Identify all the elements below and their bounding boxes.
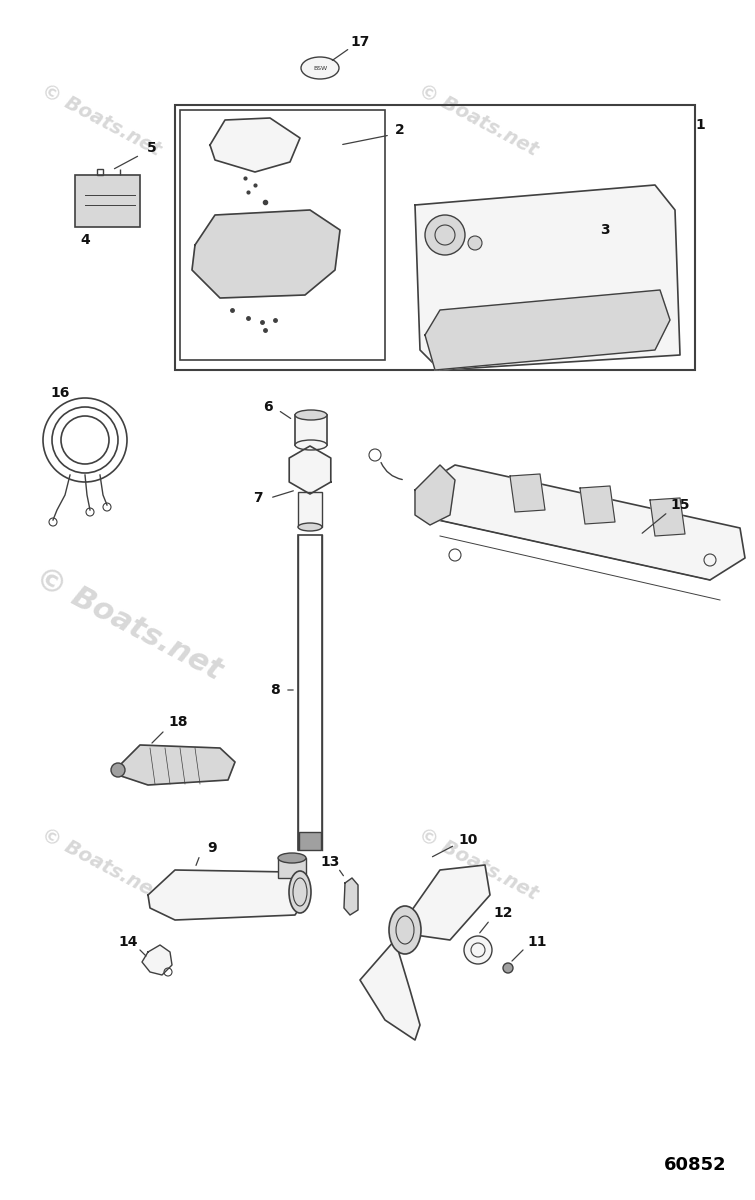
Text: 17: 17 (350, 35, 370, 49)
Polygon shape (192, 210, 340, 298)
Polygon shape (425, 290, 670, 370)
Text: 10: 10 (458, 833, 478, 847)
Polygon shape (405, 865, 490, 940)
Text: 12: 12 (493, 906, 513, 920)
Ellipse shape (301, 56, 339, 79)
Ellipse shape (289, 871, 311, 913)
Text: 15: 15 (670, 498, 690, 512)
Text: © Boats.net: © Boats.net (415, 80, 541, 160)
Polygon shape (510, 474, 545, 512)
Circle shape (503, 962, 513, 973)
Text: 14: 14 (119, 935, 137, 949)
Text: © Boats.net: © Boats.net (415, 824, 541, 904)
Polygon shape (344, 878, 358, 914)
Text: 3: 3 (600, 223, 610, 236)
Text: 7: 7 (253, 491, 263, 505)
Text: 13: 13 (320, 854, 340, 869)
Text: 16: 16 (51, 386, 69, 400)
Polygon shape (118, 745, 235, 785)
Ellipse shape (295, 440, 327, 450)
Ellipse shape (298, 523, 322, 530)
Polygon shape (289, 446, 331, 494)
Bar (299, 832, 321, 850)
Polygon shape (580, 486, 615, 524)
Text: © Boats.net: © Boats.net (38, 824, 164, 904)
Bar (180, 110, 385, 360)
Bar (298, 535, 322, 850)
Text: BSW: BSW (313, 66, 327, 71)
Text: 11: 11 (527, 935, 547, 949)
Text: 4: 4 (80, 233, 90, 247)
Circle shape (464, 936, 492, 964)
Polygon shape (148, 870, 310, 920)
Text: 5: 5 (147, 140, 157, 155)
Polygon shape (415, 185, 680, 370)
Polygon shape (415, 464, 455, 526)
Text: © Boats.net: © Boats.net (38, 80, 164, 160)
Polygon shape (650, 498, 685, 536)
Polygon shape (210, 118, 300, 172)
Text: 60852: 60852 (664, 1156, 726, 1174)
Polygon shape (415, 464, 745, 580)
Text: 8: 8 (270, 683, 280, 697)
Bar (295, 415, 327, 445)
Bar (298, 492, 322, 527)
Text: 6: 6 (263, 400, 273, 414)
Circle shape (425, 215, 465, 254)
Text: 1: 1 (695, 118, 705, 132)
Text: 18: 18 (168, 715, 188, 728)
Polygon shape (142, 946, 172, 974)
Bar (75, 175, 140, 227)
Text: 2: 2 (395, 122, 405, 137)
Circle shape (468, 236, 482, 250)
Ellipse shape (389, 906, 421, 954)
Bar (278, 858, 306, 878)
Ellipse shape (295, 410, 327, 420)
Text: © Boats.net: © Boats.net (30, 563, 227, 685)
Text: 9: 9 (207, 841, 217, 854)
Bar (175, 104, 695, 370)
Ellipse shape (278, 853, 306, 863)
Polygon shape (360, 940, 420, 1040)
Circle shape (111, 763, 125, 778)
